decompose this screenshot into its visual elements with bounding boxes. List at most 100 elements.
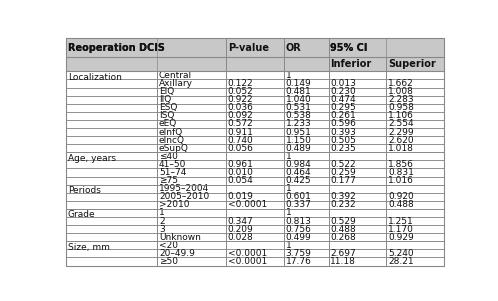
Bar (66, 185, 157, 209)
Bar (157, 136, 226, 144)
Bar (226, 128, 284, 136)
Text: 0.813: 0.813 (286, 216, 312, 225)
Bar (226, 185, 284, 193)
Text: 0.052: 0.052 (228, 87, 253, 96)
Bar (329, 177, 386, 185)
Bar (66, 112, 157, 120)
Bar (226, 193, 284, 201)
Bar (284, 241, 329, 250)
Bar (386, 217, 444, 225)
Text: 0.268: 0.268 (330, 233, 356, 242)
Bar (329, 152, 386, 160)
Text: eInfQ: eInfQ (159, 128, 183, 137)
Bar (157, 120, 226, 128)
Text: 0.489: 0.489 (286, 144, 311, 153)
Bar (226, 120, 284, 128)
Bar (329, 128, 386, 136)
Bar (157, 169, 226, 177)
Bar (66, 79, 157, 88)
Text: 20–49.9: 20–49.9 (159, 249, 195, 258)
Bar (284, 209, 329, 217)
Bar (66, 209, 157, 241)
Bar (329, 88, 386, 96)
Text: 0.295: 0.295 (330, 103, 356, 112)
Text: OR: OR (286, 43, 301, 53)
Text: 0.522: 0.522 (330, 160, 356, 169)
Bar (66, 185, 157, 193)
Bar (284, 250, 329, 257)
Text: <0.0001: <0.0001 (228, 257, 267, 266)
Bar (386, 169, 444, 177)
Bar (284, 217, 329, 225)
Text: 1: 1 (159, 209, 165, 217)
Text: 0.122: 0.122 (228, 79, 253, 88)
Bar (157, 185, 226, 193)
Bar (329, 79, 386, 88)
Bar (157, 209, 226, 217)
Bar (226, 136, 284, 144)
Bar (226, 209, 284, 217)
Bar (157, 152, 226, 160)
Bar (66, 169, 157, 177)
Bar (66, 185, 157, 209)
Bar (284, 57, 329, 71)
Bar (329, 169, 386, 177)
Bar (386, 225, 444, 233)
Bar (386, 201, 444, 209)
Bar (157, 96, 226, 104)
Text: 0.538: 0.538 (286, 111, 312, 120)
Bar (226, 96, 284, 104)
Bar (386, 209, 444, 217)
Bar (284, 57, 329, 71)
Text: Inferior: Inferior (330, 59, 372, 70)
Bar (386, 241, 444, 250)
Text: 1.150: 1.150 (286, 136, 312, 145)
Bar (226, 88, 284, 96)
Bar (386, 152, 444, 160)
Bar (386, 104, 444, 112)
Text: 0.474: 0.474 (330, 95, 356, 104)
Bar (66, 57, 226, 71)
Bar (329, 201, 386, 209)
Bar (329, 112, 386, 120)
Text: IIQ: IIQ (159, 95, 171, 104)
Bar (226, 144, 284, 152)
Bar (157, 201, 226, 209)
Bar (386, 112, 444, 120)
Bar (329, 57, 386, 71)
Bar (386, 144, 444, 152)
Bar (157, 193, 226, 201)
Text: 41–50: 41–50 (159, 160, 186, 169)
Bar (284, 169, 329, 177)
Bar (66, 257, 157, 265)
Bar (329, 233, 386, 241)
Bar (157, 160, 226, 169)
Bar (329, 217, 386, 225)
Text: 1: 1 (286, 71, 291, 80)
Bar (226, 241, 284, 250)
Bar (284, 71, 329, 79)
Text: 11.18: 11.18 (330, 257, 356, 266)
Text: 1.018: 1.018 (388, 144, 414, 153)
Bar (66, 225, 157, 233)
Bar (157, 201, 226, 209)
Text: 3.759: 3.759 (286, 249, 312, 258)
Text: 0.920: 0.920 (388, 192, 414, 201)
Bar (329, 233, 386, 241)
Bar (66, 128, 157, 136)
Bar (284, 79, 329, 88)
Bar (66, 160, 157, 169)
Bar (329, 104, 386, 112)
Bar (157, 96, 226, 104)
Bar (329, 193, 386, 201)
Bar (66, 71, 157, 79)
Text: 1.170: 1.170 (388, 225, 414, 234)
Bar (226, 57, 284, 71)
Text: 0.054: 0.054 (228, 176, 253, 185)
Bar (284, 201, 329, 209)
Bar (329, 88, 386, 96)
Bar (284, 88, 329, 96)
Text: 0.392: 0.392 (330, 192, 356, 201)
Bar (156, 39, 158, 71)
Bar (284, 169, 329, 177)
